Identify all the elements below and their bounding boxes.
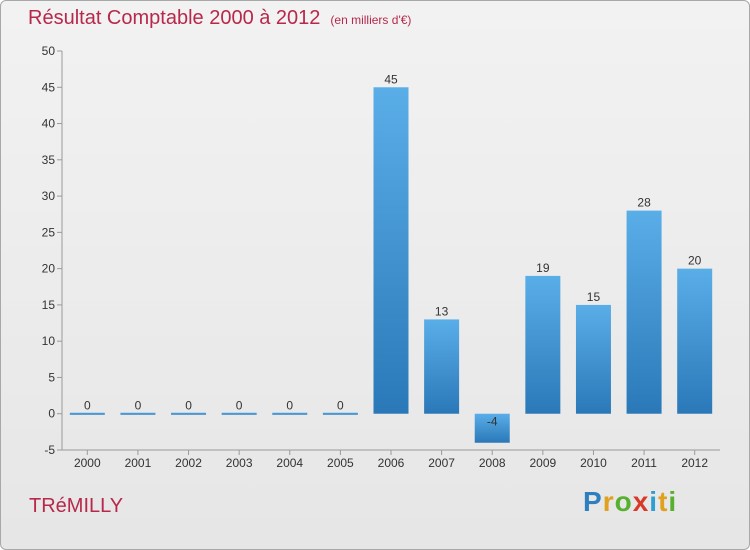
x-tick-label: 2005 bbox=[327, 456, 354, 470]
y-tick-label: 25 bbox=[42, 225, 56, 239]
y-tick-label: -5 bbox=[44, 443, 55, 457]
y-tick-label: 5 bbox=[48, 370, 55, 384]
data-label-2005: 0 bbox=[337, 399, 344, 413]
x-tick-label: 2003 bbox=[226, 456, 253, 470]
logo-letter: i bbox=[649, 486, 659, 517]
y-tick-label: 20 bbox=[42, 262, 56, 276]
x-tick-label: 2009 bbox=[529, 456, 556, 470]
data-label-2002: 0 bbox=[185, 399, 192, 413]
x-tick-label: 2000 bbox=[74, 456, 101, 470]
x-tick-label: 2007 bbox=[428, 456, 455, 470]
bar-2001 bbox=[120, 412, 156, 415]
bar-2002 bbox=[171, 412, 207, 415]
x-tick-label: 2011 bbox=[631, 456, 657, 470]
bar-2009 bbox=[525, 275, 561, 414]
x-tick-label: 2004 bbox=[276, 456, 303, 470]
y-tick-label: 30 bbox=[42, 189, 56, 203]
data-label-2007: 13 bbox=[435, 304, 449, 318]
chart-title-text: Résultat Comptable 2000 à 2012 bbox=[28, 7, 321, 29]
x-tick-label: 2002 bbox=[175, 456, 202, 470]
x-tick-label: 2012 bbox=[681, 456, 708, 470]
data-label-2012: 20 bbox=[688, 254, 702, 268]
logo-letter: P bbox=[583, 486, 603, 517]
y-tick-label: 40 bbox=[42, 117, 56, 131]
logo-letter: r bbox=[602, 486, 615, 517]
bar-2011 bbox=[626, 210, 662, 414]
y-tick-label: 45 bbox=[42, 80, 56, 94]
bar-2004 bbox=[272, 412, 308, 415]
data-label-2009: 19 bbox=[536, 261, 550, 275]
y-tick-label: 50 bbox=[42, 44, 56, 58]
chart-title: Résultat Comptable 2000 à 2012 (en millie… bbox=[28, 7, 411, 30]
city-name: TRéMILLY bbox=[29, 495, 124, 517]
bar-2012 bbox=[677, 268, 713, 414]
proxiti-logo: Proxiti bbox=[583, 486, 677, 518]
data-label-2006: 45 bbox=[384, 72, 398, 86]
y-tick-label: 10 bbox=[42, 334, 56, 348]
data-label-2004: 0 bbox=[286, 399, 293, 413]
bar-2000 bbox=[69, 412, 105, 415]
logo-letter: x bbox=[632, 486, 650, 517]
bar-2005 bbox=[322, 412, 358, 415]
data-label-2010: 15 bbox=[587, 290, 601, 304]
data-label-2008: -4 bbox=[487, 415, 498, 429]
bar-2007 bbox=[424, 319, 460, 414]
bar-2006 bbox=[373, 87, 409, 414]
chart-subtitle: (en milliers d'€) bbox=[330, 13, 412, 27]
bar-2010 bbox=[575, 304, 611, 414]
data-label-2000: 0 bbox=[84, 399, 91, 413]
y-tick-label: 15 bbox=[42, 298, 56, 312]
x-tick-label: 2006 bbox=[378, 456, 405, 470]
data-label-2003: 0 bbox=[236, 399, 243, 413]
y-tick-label: 0 bbox=[48, 407, 55, 421]
logo-letter: t bbox=[658, 486, 669, 517]
logo-letter: o bbox=[614, 486, 633, 517]
bar-2003 bbox=[221, 412, 257, 415]
bar-2008 bbox=[474, 413, 510, 443]
x-tick-label: 2010 bbox=[580, 456, 607, 470]
chart-bars bbox=[69, 87, 713, 443]
logo-letter: i bbox=[668, 486, 678, 517]
x-tick-label: 2008 bbox=[479, 456, 506, 470]
data-label-2001: 0 bbox=[135, 399, 142, 413]
chart-data-labels: 0 0 0 0 0 0 45 13 -4 19 15 28 20 bbox=[84, 72, 702, 428]
data-label-2011: 28 bbox=[637, 196, 651, 210]
y-tick-label: 35 bbox=[42, 153, 56, 167]
x-tick-label: 2001 bbox=[125, 456, 152, 470]
